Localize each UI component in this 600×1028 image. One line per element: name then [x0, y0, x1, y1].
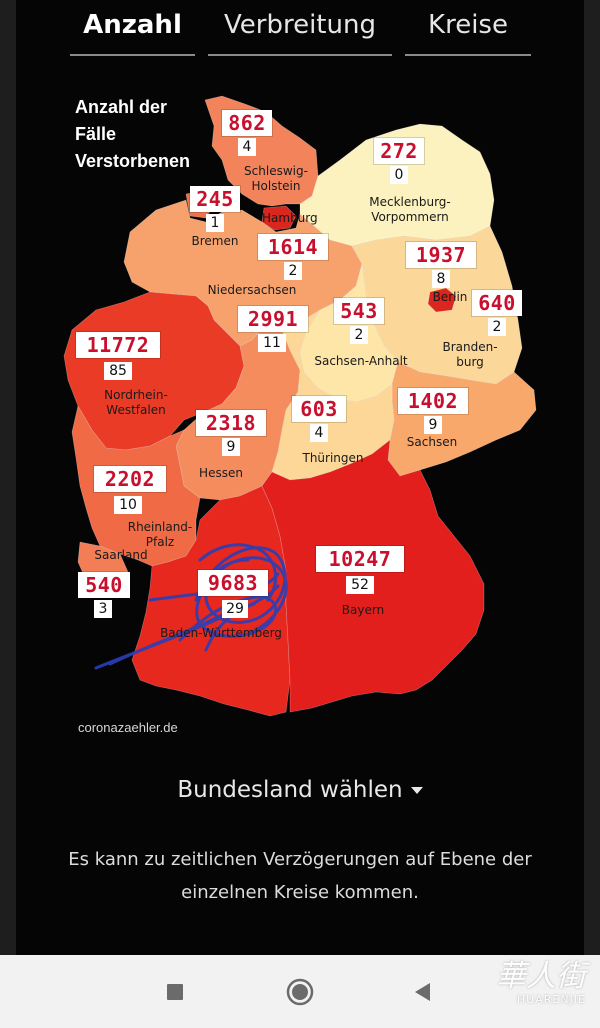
region-label-mecklenburg-vorpommern: Mecklenburg- Vorpommern [362, 195, 458, 225]
deaths-box-bayern: 52 [346, 576, 374, 594]
region-label-line: Holstein [251, 179, 301, 193]
deaths-box-hessen: 9 [222, 438, 240, 456]
map-legend: Anzahl der Fälle Verstorbenen [75, 94, 215, 175]
region-label-line: Nordrhein- [104, 388, 168, 402]
region-sachsen[interactable] [387, 361, 537, 477]
region-label-line: Westfalen [106, 403, 166, 417]
cases-box-2991: 2991 [238, 306, 308, 332]
state-select-dropdown[interactable]: Bundesland wählen [150, 770, 450, 810]
source-label: coronazaehler.de [78, 720, 178, 735]
cases-box-baden-wuerttemberg: 9683 [198, 570, 268, 596]
tab-underline [208, 54, 392, 56]
cases-box-thueringen: 603 [292, 396, 346, 422]
cases-box-bayern: 10247 [316, 546, 404, 572]
cases-box-brandenburg: 640 [472, 290, 522, 316]
cases-box-sachsen: 1402 [398, 388, 468, 414]
tab-verbreitung[interactable]: Verbreitung [208, 0, 392, 58]
tab-label: Verbreitung [224, 10, 376, 40]
region-label-line: Hessen [199, 466, 243, 480]
region-label-sachsen-anhalt: Sachsen-Anhalt [312, 354, 410, 369]
tab-kreise[interactable]: Kreise [405, 0, 531, 58]
delay-note: Es kann zu zeitlichen Verzögerungen auf … [68, 849, 532, 903]
region-label-line: burg [456, 355, 484, 369]
region-label-line: Pfalz [145, 535, 175, 549]
region-label-hessen: Hessen [196, 466, 246, 481]
region-label-bayern: Bayern [338, 603, 388, 618]
cases-box-rheinland-pfalz: 2202 [94, 466, 166, 492]
region-label-nordrhein-westfalen: Nordrhein- Westfalen [96, 388, 176, 418]
region-label-thueringen: Thüringen [298, 451, 368, 466]
region-berlin[interactable] [427, 287, 457, 313]
deaths-box-nordrhein-westfalen: 85 [104, 362, 132, 380]
circle-icon[interactable] [285, 977, 315, 1007]
deaths-box-thueringen: 4 [310, 424, 328, 442]
deaths-box-mecklenburg-vorpommern: 0 [390, 166, 408, 184]
cases-box-berlin: 1937 [406, 242, 476, 268]
watermark-sub: HUARENJIE [516, 993, 586, 1006]
region-label-line: Hamburg [262, 211, 318, 225]
region-label-line: Schleswig- [244, 164, 308, 178]
region-label-rheinland-pfalz: Rheinland- Pfalz [122, 520, 198, 550]
cases-box-bremen: 245 [190, 186, 240, 212]
caret-down-icon [410, 787, 423, 794]
region-label-hamburg: Hamburg [262, 211, 322, 226]
region-label-saarland: Saarland [92, 548, 150, 563]
tab-label: Anzahl [83, 10, 182, 40]
deaths-box-2991: 11 [258, 334, 286, 352]
region-label-line: Thüringen [302, 451, 364, 465]
tab-label: Kreise [428, 10, 508, 40]
region-label-line: Rheinland- [127, 520, 193, 534]
cases-box-saarland: 540 [78, 572, 130, 598]
deaths-box-bremen: 1 [206, 214, 224, 232]
cases-box-sachsen-anhalt: 543 [334, 298, 384, 324]
region-label-berlin: Berlin [428, 290, 472, 305]
deaths-box-sachsen-anhalt: 2 [350, 326, 368, 344]
region-label-brandenburg: Branden- burg [442, 340, 498, 370]
region-label-line: Bayern [341, 603, 385, 617]
region-label-baden-wuerttemberg: Baden-Württemberg [156, 626, 286, 641]
cases-box-schleswig-holstein: 862 [222, 110, 272, 136]
region-label-sachsen: Sachsen [404, 435, 460, 450]
tab-anzahl[interactable]: Anzahl [70, 0, 195, 58]
tab-underline [405, 54, 531, 56]
deaths-box-rheinland-pfalz: 10 [114, 496, 142, 514]
region-label-line: Mecklenburg- [369, 195, 451, 209]
cases-box-mecklenburg-vorpommern: 272 [374, 138, 424, 164]
tab-underline [70, 54, 195, 56]
state-select-label: Bundesland wählen [177, 777, 403, 803]
watermark-main: 華人街 [496, 959, 586, 994]
deaths-box-berlin: 8 [432, 270, 450, 288]
deaths-box-baden-wuerttemberg: 29 [222, 600, 248, 618]
legend-line-1: Anzahl der [75, 97, 168, 117]
region-label-line: Branden- [442, 340, 498, 354]
legend-line-2: Fälle [75, 124, 117, 144]
region-label-niedersachsen: Niedersachsen [200, 283, 304, 298]
region-label-schleswig-holstein: Schleswig- Holstein [236, 164, 316, 194]
deaths-box-schleswig-holstein: 4 [238, 138, 256, 156]
deaths-box-saarland: 3 [94, 600, 112, 618]
triangle-left-icon[interactable] [408, 977, 438, 1007]
cases-box-hessen: 2318 [196, 410, 266, 436]
deaths-box-sachsen: 9 [424, 416, 442, 434]
cases-box-niedersachsen: 1614 [258, 234, 328, 260]
region-label-bremen: Bremen [186, 234, 244, 249]
square-icon[interactable] [160, 977, 190, 1007]
legend-line-3: Verstorbenen [75, 151, 191, 171]
region-label-line: Bremen [191, 234, 239, 248]
region-label-line: Niedersachsen [207, 283, 297, 297]
region-label-line: Sachsen [406, 435, 458, 449]
region-label-line: Baden-Württemberg [160, 626, 282, 640]
region-label-line: Vorpommern [371, 210, 449, 224]
deaths-box-niedersachsen: 2 [284, 262, 302, 280]
watermark-logo: 華人街 HUARENJIE [496, 960, 586, 1006]
system-nav-bar [0, 955, 600, 1028]
region-label-line: Berlin [432, 290, 468, 304]
deaths-box-brandenburg: 2 [488, 318, 506, 336]
region-label-line: Sachsen-Anhalt [314, 354, 408, 368]
region-label-line: Saarland [94, 548, 148, 562]
cases-box-nordrhein-westfalen: 11772 [76, 332, 160, 358]
